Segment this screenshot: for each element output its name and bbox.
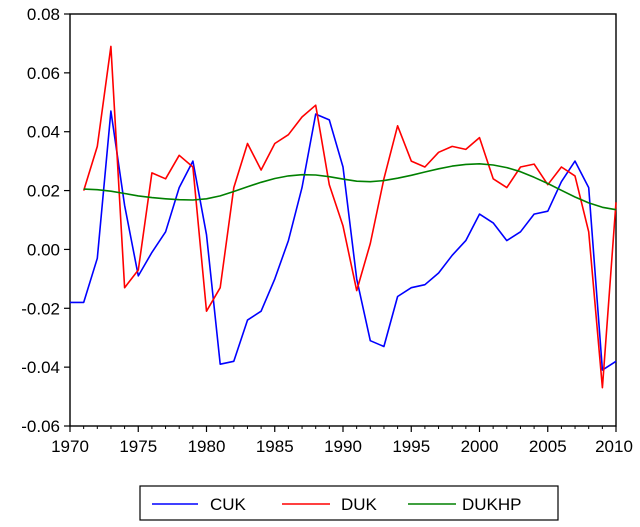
legend-label-cuk: CUK xyxy=(210,495,247,514)
x-tick-label: 2000 xyxy=(461,437,499,456)
x-tick-label: 2005 xyxy=(529,437,567,456)
x-tick-label: 1995 xyxy=(392,437,430,456)
x-tick-label: 1975 xyxy=(119,437,157,456)
y-tick-label: 0.02 xyxy=(27,182,60,201)
y-tick-label: -0.06 xyxy=(21,417,60,436)
series-line-duk xyxy=(82,45,617,389)
y-tick-label: -0.02 xyxy=(21,299,60,318)
y-axis: 0.08 0.06 0.04 0.02 0.00 -0.02 -0.04 -0.06 xyxy=(21,5,70,436)
series-lines xyxy=(70,45,617,389)
y-tick-label: 0.08 xyxy=(27,5,60,24)
x-tick-label: 1990 xyxy=(324,437,362,456)
x-tick-label: 1980 xyxy=(188,437,226,456)
x-tick-label: 1970 xyxy=(51,437,89,456)
y-tick-label: 0.06 xyxy=(27,64,60,83)
y-tick-label: 0.00 xyxy=(27,240,60,259)
legend-label-dukhp: DUKHP xyxy=(462,495,522,514)
y-tick-label: -0.04 xyxy=(21,358,60,377)
x-tick-label: 1985 xyxy=(256,437,294,456)
x-tick-label: 2010 xyxy=(595,437,633,456)
legend-label-duk: DUK xyxy=(341,495,378,514)
series-line-dukhp xyxy=(83,163,617,211)
plot-frame xyxy=(69,13,617,427)
y-tick-label: 0.04 xyxy=(27,123,60,142)
legend: CUK DUK DUKHP xyxy=(139,485,559,521)
legend-box xyxy=(139,485,559,521)
series-line-cuk xyxy=(70,110,617,371)
x-axis: 1970 1975 1980 1985 1990 1995 2000 2005 2010 xyxy=(51,426,633,456)
